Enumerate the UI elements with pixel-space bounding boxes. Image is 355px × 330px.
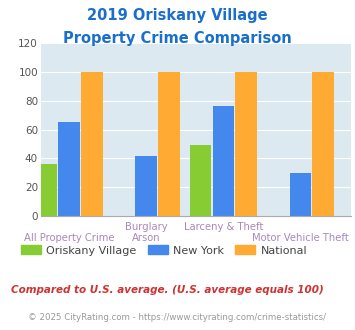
Text: Burglary: Burglary xyxy=(125,222,168,232)
Bar xyxy=(136,155,157,216)
Bar xyxy=(235,72,257,216)
Text: 2019 Oriskany Village: 2019 Oriskany Village xyxy=(87,8,268,23)
Text: Larceny & Theft: Larceny & Theft xyxy=(184,222,263,232)
Legend: Oriskany Village, New York, National: Oriskany Village, New York, National xyxy=(16,241,312,260)
Bar xyxy=(190,146,212,216)
Text: Compared to U.S. average. (U.S. average equals 100): Compared to U.S. average. (U.S. average … xyxy=(11,285,323,295)
Bar xyxy=(290,173,311,216)
Text: All Property Crime: All Property Crime xyxy=(24,233,114,243)
Text: Property Crime Comparison: Property Crime Comparison xyxy=(63,31,292,46)
Text: Arson: Arson xyxy=(132,233,160,243)
Text: © 2025 CityRating.com - https://www.cityrating.com/crime-statistics/: © 2025 CityRating.com - https://www.city… xyxy=(28,314,327,322)
Bar xyxy=(36,164,57,216)
Bar xyxy=(213,106,234,216)
Bar xyxy=(312,72,334,216)
Text: Motor Vehicle Theft: Motor Vehicle Theft xyxy=(252,233,349,243)
Bar xyxy=(81,72,103,216)
Bar xyxy=(158,72,180,216)
Bar xyxy=(58,122,80,216)
